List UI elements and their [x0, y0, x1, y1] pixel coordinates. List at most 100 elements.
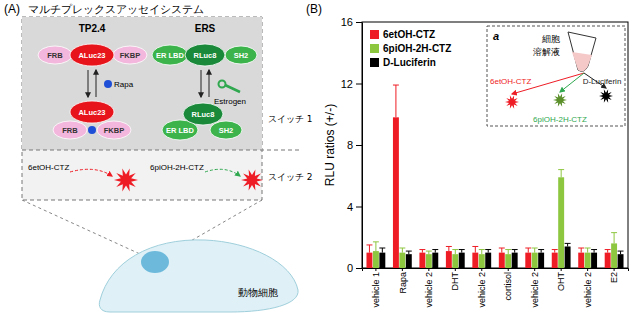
- x-tick: cortisol: [503, 268, 513, 301]
- zoom-line: [22, 200, 140, 254]
- legend-item: D-Luciferin: [370, 57, 436, 68]
- legend-swatch: [370, 30, 379, 39]
- error-bar: [581, 248, 582, 253]
- error-bar: [534, 248, 535, 253]
- error-bar: [508, 250, 509, 255]
- bar: [459, 253, 465, 268]
- figure: (A)マルチプレックスアッセイシステム動物細胞スイッチ 1スイッチ 2TP2.4…: [0, 0, 640, 315]
- panel-label: (A): [4, 2, 20, 16]
- x-axis-line: [363, 269, 629, 272]
- bar: [605, 253, 611, 268]
- x-tick-label: E2: [609, 272, 619, 283]
- switch2-area: [22, 17, 262, 200]
- error-cap: [578, 248, 584, 249]
- inset: a細胞溶解液6etOH-CTZ6piOH-2H-CTZD-Luciferin: [487, 26, 625, 126]
- legend-swatch: [370, 44, 379, 53]
- switch-label: スイッチ 2: [268, 172, 313, 182]
- inset-label: a: [493, 30, 499, 42]
- protein-domain: [70, 101, 114, 123]
- domain-label: FRB: [47, 51, 63, 60]
- protein-domain: [70, 44, 114, 66]
- luminescence-burst: [114, 169, 138, 192]
- bar: [538, 253, 544, 268]
- x-tick-label: DHT: [450, 272, 460, 291]
- error-cap: [505, 249, 511, 250]
- bar: [379, 253, 385, 268]
- legend-label: 6etOH-CTZ: [383, 29, 435, 40]
- domain-label: FKBP: [120, 51, 140, 60]
- x-tick-mark: [587, 268, 588, 271]
- error-cap: [485, 249, 491, 250]
- error-cap: [426, 251, 432, 252]
- bar: [432, 253, 438, 268]
- error-cap: [565, 243, 571, 244]
- bar: [373, 251, 379, 268]
- bar: [366, 253, 372, 268]
- domain-label: ER LBD: [166, 126, 195, 135]
- y-tick: 16: [341, 16, 362, 28]
- error-cap: [532, 248, 538, 249]
- bar: [512, 253, 518, 268]
- error-bar: [369, 245, 370, 253]
- protein-domain: [38, 46, 72, 64]
- inset-sample: 溶解液: [533, 47, 560, 57]
- x-tick-label: OHT: [556, 272, 566, 292]
- error-bar: [614, 233, 615, 244]
- domain-label: ALuc23: [78, 108, 105, 117]
- panel-label: (B): [306, 2, 322, 16]
- switch-label: スイッチ 1: [268, 114, 313, 124]
- bar: [618, 254, 624, 268]
- protein-domain: [97, 121, 131, 139]
- panel-a: (A)マルチプレックスアッセイシステム動物細胞スイッチ 1スイッチ 2TP2.4…: [4, 2, 313, 312]
- substrate-label: 6etOH-CTZ: [28, 163, 69, 172]
- sensor-tp24: TP2.4FRBFKBPALuc23RapaFRBFKBPALuc23: [38, 23, 147, 139]
- tube: [568, 32, 596, 71]
- ligand-label: Estrogen: [214, 97, 246, 106]
- error-cap: [479, 249, 485, 250]
- bar: [585, 253, 591, 268]
- error-bar: [375, 242, 376, 251]
- legend-swatch: [370, 58, 379, 67]
- domain-label: RLuc8: [192, 110, 215, 119]
- bar: [558, 177, 564, 268]
- inset-burst: [553, 93, 567, 106]
- x-tick-mark: [614, 268, 615, 271]
- error-cap: [406, 251, 412, 252]
- cell-body: [99, 240, 298, 312]
- error-bar: [481, 250, 482, 255]
- error-cap: [459, 249, 465, 250]
- ligand-icon: [104, 80, 112, 88]
- y-axis-line: [362, 23, 363, 269]
- switch1-area: [22, 17, 262, 150]
- error-bar: [382, 248, 383, 253]
- error-cap: [499, 248, 505, 249]
- error-cap: [591, 249, 597, 250]
- x-tick-label: vehicle 2: [477, 272, 487, 308]
- x-tick: DHT: [450, 268, 460, 291]
- error-cap: [552, 249, 558, 250]
- error-bar: [455, 250, 456, 255]
- equilibrium-arrow: [209, 70, 210, 97]
- bar: [393, 117, 399, 268]
- x-tick: Rapa: [398, 268, 408, 294]
- x-tick-label: cortisol: [503, 272, 513, 301]
- domain-label: SH2: [219, 126, 234, 135]
- bar: [446, 251, 452, 268]
- y-tick: 8: [347, 139, 362, 151]
- y-tick-mark: [356, 268, 362, 269]
- x-tick-mark: [508, 268, 509, 271]
- y-tick: 0: [347, 262, 362, 274]
- bar: [472, 253, 478, 268]
- tube-liquid: [572, 52, 592, 71]
- x-tick-mark: [402, 268, 403, 271]
- error-cap: [525, 248, 531, 249]
- domain-label: ALuc23: [78, 51, 105, 60]
- protein-domain: [225, 46, 257, 64]
- x-tick-mark: [534, 268, 535, 271]
- error-bar: [402, 248, 403, 253]
- series: [373, 170, 617, 268]
- sensor-ers: ERSER LBDSH2RLuc8EstrogenER LBDSH2RLuc8: [152, 23, 257, 140]
- error-cap: [446, 246, 452, 247]
- y-tick-mark: [356, 145, 362, 146]
- bar: [611, 243, 617, 268]
